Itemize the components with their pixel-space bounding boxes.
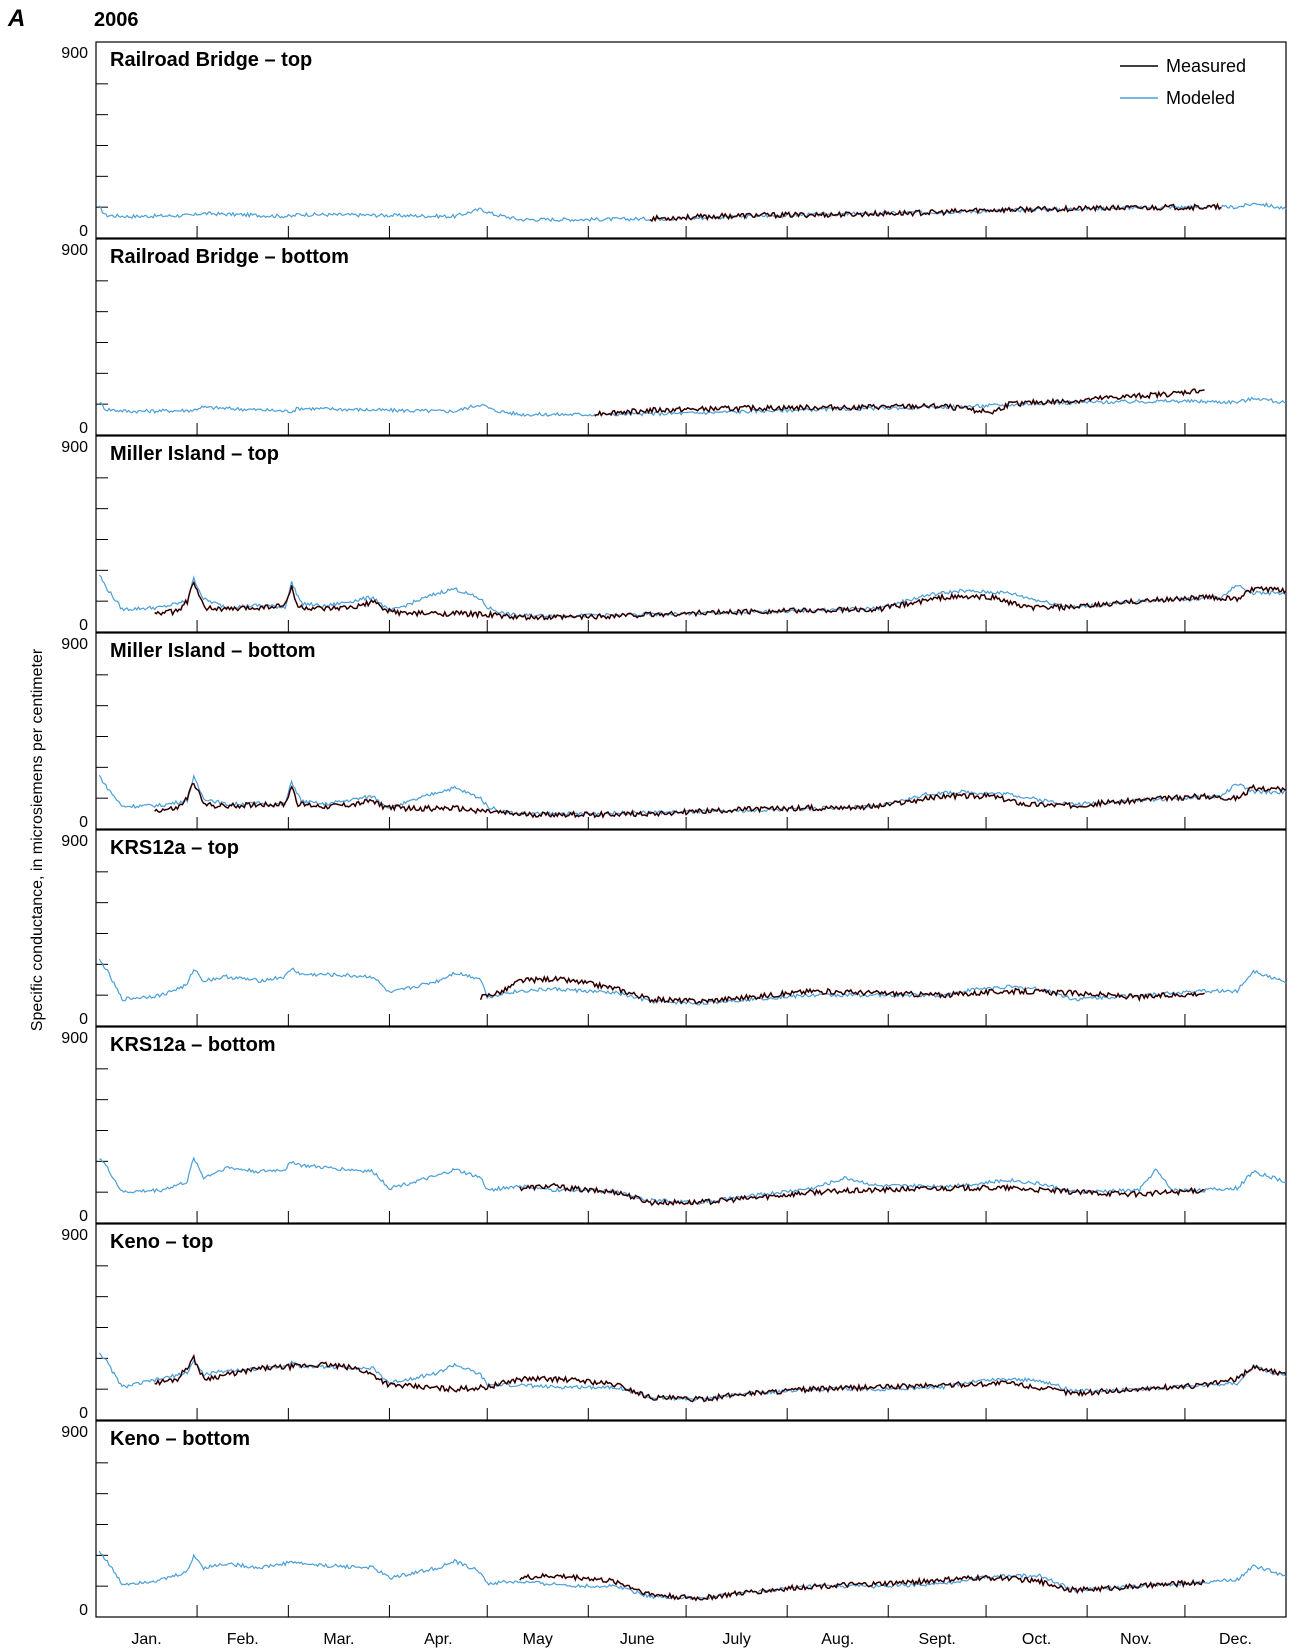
panel-frame xyxy=(95,238,1287,436)
y-tick-label-max: 900 xyxy=(61,242,88,259)
y-tick-label-max: 900 xyxy=(61,439,88,456)
x-tick-label: Apr. xyxy=(424,1631,452,1648)
x-tick-label: Feb. xyxy=(227,1631,259,1648)
series-line-measured xyxy=(519,1573,1205,1601)
panel-title: Miller Island – bottom xyxy=(110,640,316,662)
panel-label: A xyxy=(7,5,25,32)
chart-panel: 900 0 Railroad Bridge – top xyxy=(61,41,1287,240)
x-tick-label: Aug. xyxy=(821,1631,854,1648)
panel-frame xyxy=(95,1026,1287,1224)
series-line-measured xyxy=(154,783,1287,819)
legend-measured-label: Measured xyxy=(1166,56,1246,76)
chart-panel: 900 0 Miller Island – top xyxy=(61,435,1287,634)
panel-frame xyxy=(95,41,1287,239)
series-line-measured xyxy=(594,388,1205,417)
legend: Measured Modeled xyxy=(1120,56,1246,108)
panel-title: Railroad Bridge – top xyxy=(110,49,312,71)
chart-panel: 900 0 Railroad Bridge – bottom xyxy=(61,238,1287,437)
y-tick-label-min: 0 xyxy=(79,420,88,437)
panel-frame xyxy=(95,1223,1287,1421)
panel-title: KRS12a – bottom xyxy=(110,1034,276,1056)
panel-frame xyxy=(95,435,1287,633)
y-tick-label-max: 900 xyxy=(61,1227,88,1244)
y-tick-label-max: 900 xyxy=(61,1424,88,1441)
series-line-modeled xyxy=(98,1352,1287,1402)
y-tick-label-max: 900 xyxy=(61,45,88,62)
panel-title: Keno – top xyxy=(110,1231,213,1253)
series-line-modeled xyxy=(98,574,1287,619)
y-tick-label-min: 0 xyxy=(79,1602,88,1619)
y-axis-title: Specific conductance, in microsiemens pe… xyxy=(29,648,46,1031)
series-line-measured xyxy=(480,975,1205,1005)
x-axis-month-labels: Jan. Feb. Mar. Apr. May June July Aug. Sept. Oct.… xyxy=(131,1631,1252,1648)
chart-panel: 900 0 KRS12a – bottom xyxy=(61,1026,1287,1225)
x-tick-label: May xyxy=(523,1631,553,1648)
series-line-modeled xyxy=(98,958,1287,1006)
panel-frame xyxy=(95,829,1287,1027)
panel-title: KRS12a – top xyxy=(110,837,239,859)
year-label: 2006 xyxy=(94,9,139,31)
x-tick-label: Jan. xyxy=(131,1631,161,1648)
chart-panel: 900 0 KRS12a – top xyxy=(61,829,1287,1028)
y-tick-label-min: 0 xyxy=(79,617,88,634)
series-line-modeled xyxy=(98,773,1287,817)
panel-frame xyxy=(95,632,1287,830)
series-line-measured xyxy=(649,203,1222,222)
y-tick-label-min: 0 xyxy=(79,1208,88,1225)
y-tick-label-min: 0 xyxy=(79,1405,88,1422)
x-tick-label: June xyxy=(620,1631,655,1648)
y-tick-label-min: 0 xyxy=(79,1011,88,1028)
panel-title: Keno – bottom xyxy=(110,1428,250,1450)
x-tick-label: Mar. xyxy=(323,1631,354,1648)
panel-title: Railroad Bridge – bottom xyxy=(110,246,349,268)
series-line-measured xyxy=(154,1354,1287,1403)
y-tick-label-max: 900 xyxy=(61,636,88,653)
chart-panels: 900 0 Railroad Bridge – top 900 0 Railroad Br… xyxy=(61,41,1287,1619)
chart-panel: 900 0 Keno – top xyxy=(61,1223,1287,1422)
panel-title: Miller Island – top xyxy=(110,443,279,465)
x-tick-label: Oct. xyxy=(1022,1631,1051,1648)
series-line-measured xyxy=(154,581,1287,621)
series-line-measured xyxy=(519,1183,1205,1206)
x-tick-label: July xyxy=(722,1631,750,1648)
chart-panel: 900 0 Keno – bottom xyxy=(61,1420,1287,1619)
y-tick-label-min: 0 xyxy=(79,223,88,240)
series-line-modeled xyxy=(99,1156,1287,1206)
legend-modeled-label: Modeled xyxy=(1166,88,1235,108)
series-line-modeled xyxy=(99,396,1287,417)
chart-panel: 900 0 Miller Island – bottom xyxy=(61,632,1287,831)
series-line-modeled xyxy=(98,1550,1287,1601)
y-tick-label-max: 900 xyxy=(61,833,88,850)
x-tick-label: Sept. xyxy=(918,1631,955,1648)
series-line-measured-shadow xyxy=(154,782,1287,819)
x-tick-label: Nov. xyxy=(1120,1631,1152,1648)
x-tick-label: Dec. xyxy=(1219,1631,1252,1648)
y-tick-label-max: 900 xyxy=(61,1030,88,1047)
y-tick-label-min: 0 xyxy=(79,814,88,831)
panel-frame xyxy=(95,1420,1287,1618)
